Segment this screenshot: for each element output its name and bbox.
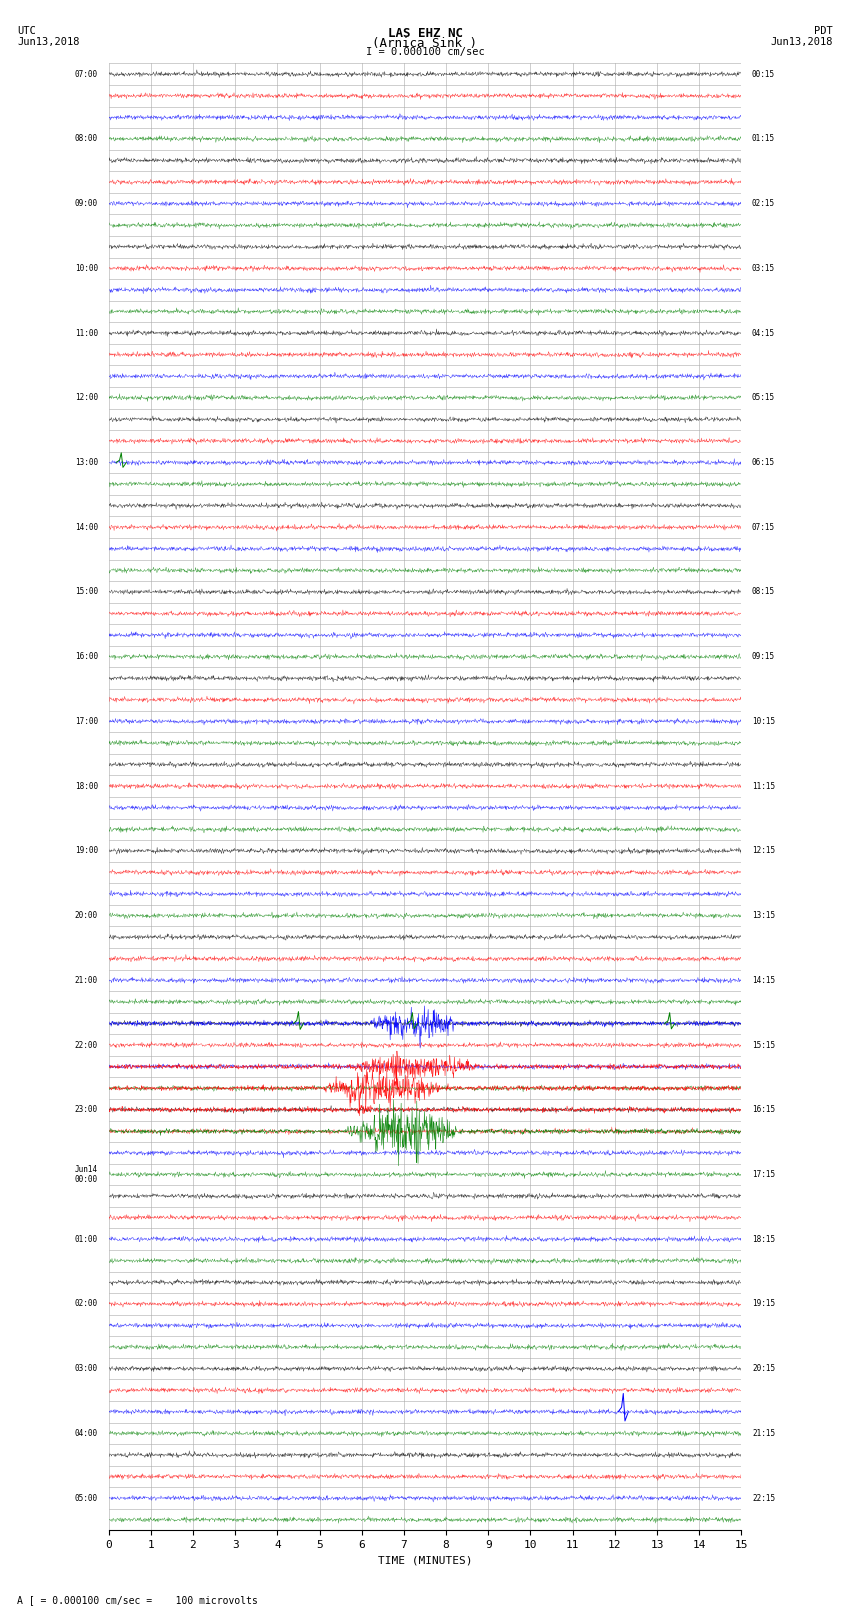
- Text: 08:00: 08:00: [75, 134, 98, 144]
- Text: 15:00: 15:00: [75, 587, 98, 597]
- Text: 07:00: 07:00: [75, 69, 98, 79]
- Text: 05:15: 05:15: [752, 394, 775, 402]
- Text: (Arnica Sink ): (Arnica Sink ): [372, 37, 478, 50]
- Text: 09:00: 09:00: [75, 198, 98, 208]
- Text: 13:15: 13:15: [752, 911, 775, 919]
- Text: 13:00: 13:00: [75, 458, 98, 468]
- Text: UTC
Jun13,2018: UTC Jun13,2018: [17, 26, 80, 47]
- Text: 16:15: 16:15: [752, 1105, 775, 1115]
- Text: 01:00: 01:00: [75, 1234, 98, 1244]
- Text: 10:15: 10:15: [752, 716, 775, 726]
- Text: 20:00: 20:00: [75, 911, 98, 919]
- Text: 11:00: 11:00: [75, 329, 98, 337]
- Text: 22:15: 22:15: [752, 1494, 775, 1503]
- Text: Jun14
00:00: Jun14 00:00: [75, 1165, 98, 1184]
- Text: 21:00: 21:00: [75, 976, 98, 986]
- Text: 15:15: 15:15: [752, 1040, 775, 1050]
- Text: 18:00: 18:00: [75, 782, 98, 790]
- Text: 16:00: 16:00: [75, 652, 98, 661]
- Text: 14:00: 14:00: [75, 523, 98, 532]
- Text: 03:00: 03:00: [75, 1365, 98, 1373]
- Text: 18:15: 18:15: [752, 1234, 775, 1244]
- Text: LAS EHZ NC: LAS EHZ NC: [388, 27, 462, 40]
- Text: 23:00: 23:00: [75, 1105, 98, 1115]
- Text: 11:15: 11:15: [752, 782, 775, 790]
- X-axis label: TIME (MINUTES): TIME (MINUTES): [377, 1557, 473, 1566]
- Text: I = 0.000100 cm/sec: I = 0.000100 cm/sec: [366, 47, 484, 56]
- Text: 17:00: 17:00: [75, 716, 98, 726]
- Text: 20:15: 20:15: [752, 1365, 775, 1373]
- Text: 21:15: 21:15: [752, 1429, 775, 1437]
- Text: 01:15: 01:15: [752, 134, 775, 144]
- Text: 02:00: 02:00: [75, 1300, 98, 1308]
- Text: 03:15: 03:15: [752, 265, 775, 273]
- Text: A [ = 0.000100 cm/sec =    100 microvolts: A [ = 0.000100 cm/sec = 100 microvolts: [17, 1595, 258, 1605]
- Text: 06:15: 06:15: [752, 458, 775, 468]
- Text: PDT
Jun13,2018: PDT Jun13,2018: [770, 26, 833, 47]
- Text: 04:15: 04:15: [752, 329, 775, 337]
- Text: 19:00: 19:00: [75, 847, 98, 855]
- Text: 14:15: 14:15: [752, 976, 775, 986]
- Text: 07:15: 07:15: [752, 523, 775, 532]
- Text: 17:15: 17:15: [752, 1169, 775, 1179]
- Text: 09:15: 09:15: [752, 652, 775, 661]
- Text: 12:15: 12:15: [752, 847, 775, 855]
- Text: 10:00: 10:00: [75, 265, 98, 273]
- Text: 22:00: 22:00: [75, 1040, 98, 1050]
- Text: 02:15: 02:15: [752, 198, 775, 208]
- Text: 19:15: 19:15: [752, 1300, 775, 1308]
- Text: 08:15: 08:15: [752, 587, 775, 597]
- Text: 05:00: 05:00: [75, 1494, 98, 1503]
- Text: 12:00: 12:00: [75, 394, 98, 402]
- Text: 04:00: 04:00: [75, 1429, 98, 1437]
- Text: 00:15: 00:15: [752, 69, 775, 79]
